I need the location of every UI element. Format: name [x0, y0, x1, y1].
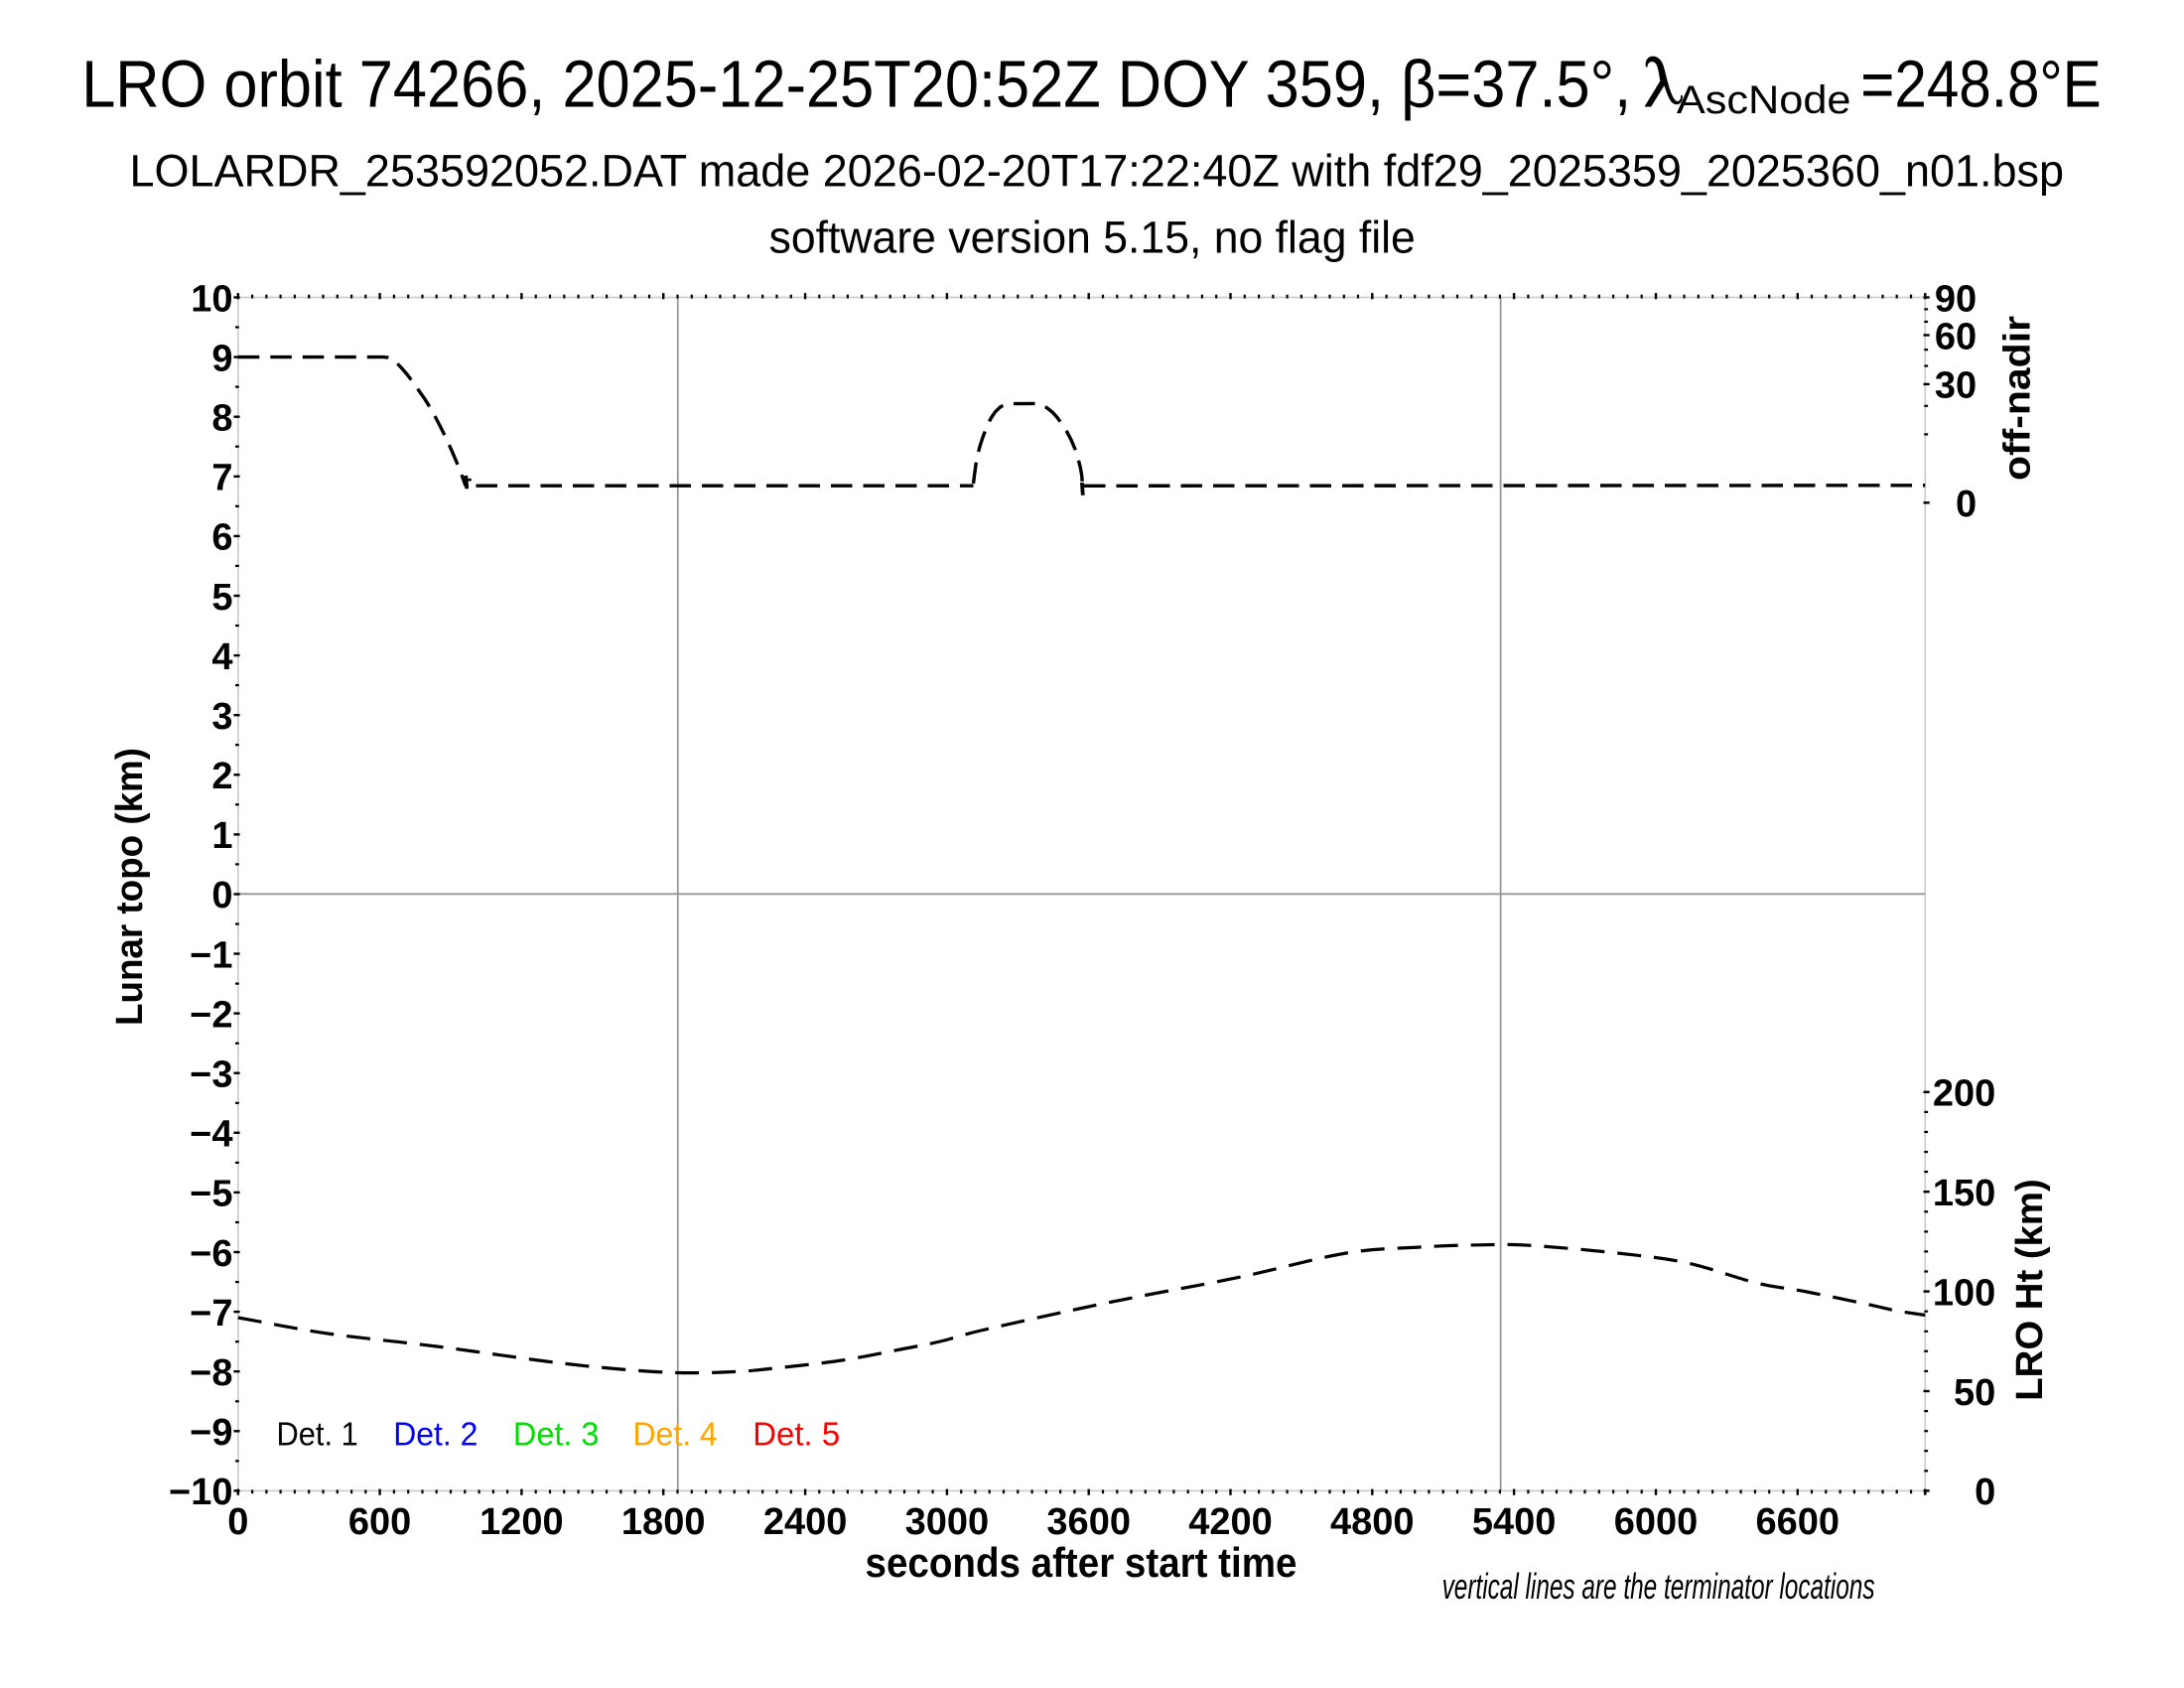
svg-text:5: 5: [211, 577, 232, 619]
svg-text:seconds after start time: seconds after start time: [866, 1539, 1297, 1586]
svg-text:0: 0: [211, 875, 232, 916]
svg-text:2400: 2400: [763, 1501, 848, 1543]
svg-text:AscNode: AscNode: [1677, 78, 1851, 122]
svg-text:600: 600: [348, 1501, 411, 1543]
svg-text:10: 10: [191, 278, 232, 320]
svg-text:Det. 3: Det. 3: [513, 1415, 600, 1452]
svg-text:2: 2: [211, 756, 232, 797]
svg-text:vertical lines are the termina: vertical lines are the terminator locati…: [1442, 1566, 1875, 1607]
svg-text:6600: 6600: [1756, 1501, 1841, 1543]
svg-text:3000: 3000: [905, 1501, 990, 1543]
svg-text:−9: −9: [190, 1412, 232, 1454]
svg-text:off-nadir: off-nadir: [1997, 316, 2039, 481]
svg-text:4: 4: [211, 636, 232, 678]
svg-text:5400: 5400: [1472, 1501, 1557, 1543]
svg-text:software version 5.15, no flag: software version 5.15, no flag file: [769, 211, 1416, 262]
svg-text:150: 150: [1933, 1173, 1995, 1214]
svg-text:60: 60: [1935, 316, 1977, 357]
svg-text:−5: −5: [190, 1174, 232, 1215]
svg-text:0: 0: [1975, 1472, 1995, 1513]
svg-text:−10: −10: [169, 1472, 232, 1513]
svg-text:−4: −4: [190, 1114, 232, 1156]
svg-text:Det. 4: Det. 4: [633, 1415, 718, 1452]
svg-text:90: 90: [1935, 278, 1977, 320]
svg-text:50: 50: [1954, 1372, 1995, 1414]
svg-text:4800: 4800: [1330, 1501, 1415, 1543]
svg-text:9: 9: [211, 338, 232, 379]
svg-text:Det. 2: Det. 2: [393, 1415, 478, 1452]
svg-text:0: 0: [227, 1501, 248, 1543]
svg-text:LRO orbit 74266, 2025-12-25T20: LRO orbit 74266, 2025-12-25T20:52Z DOY 3…: [81, 47, 1631, 121]
svg-text:100: 100: [1933, 1272, 1995, 1314]
svg-text:3: 3: [211, 696, 232, 738]
svg-text:=248.8°E: =248.8°E: [1860, 47, 2101, 121]
svg-text:−8: −8: [190, 1352, 232, 1394]
svg-text:1200: 1200: [479, 1501, 564, 1543]
svg-text:−3: −3: [190, 1055, 232, 1096]
svg-text:Det. 1: Det. 1: [277, 1415, 358, 1452]
svg-text:7: 7: [211, 458, 232, 499]
svg-text:1800: 1800: [621, 1501, 706, 1543]
svg-text:Det. 5: Det. 5: [752, 1415, 840, 1452]
svg-text:6000: 6000: [1614, 1501, 1699, 1543]
svg-text:0: 0: [1956, 484, 1977, 525]
svg-text:8: 8: [211, 398, 232, 440]
svg-text:−6: −6: [190, 1233, 232, 1275]
svg-text:1: 1: [211, 815, 232, 857]
svg-text:4200: 4200: [1188, 1501, 1273, 1543]
svg-text:Lunar topo (km): Lunar topo (km): [109, 748, 151, 1026]
svg-text:−1: −1: [190, 934, 232, 976]
svg-text:LRO Ht (km): LRO Ht (km): [2009, 1179, 2051, 1401]
svg-text:30: 30: [1935, 365, 1977, 407]
svg-text:−7: −7: [190, 1293, 232, 1335]
svg-text:200: 200: [1933, 1073, 1995, 1115]
svg-text:3600: 3600: [1046, 1501, 1131, 1543]
svg-text:−2: −2: [190, 994, 232, 1036]
svg-text:6: 6: [211, 517, 232, 559]
svg-text:LOLARDR_253592052.DAT made 202: LOLARDR_253592052.DAT made 2026-02-20T17…: [130, 146, 2065, 197]
